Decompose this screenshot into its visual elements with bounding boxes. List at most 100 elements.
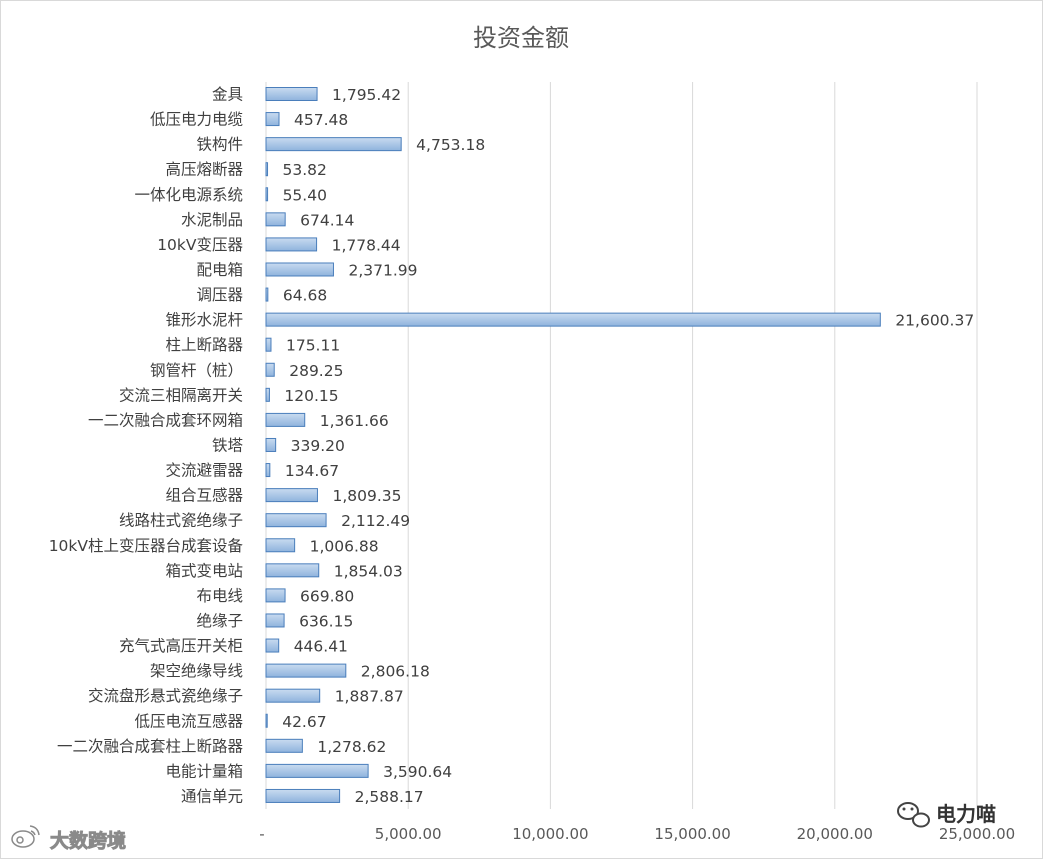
bar <box>265 112 280 127</box>
bar <box>265 588 286 603</box>
data-label: 446.41 <box>294 638 348 656</box>
bar <box>265 463 271 478</box>
data-label: 4,753.18 <box>416 136 485 154</box>
bar <box>265 337 272 352</box>
data-label: 1,006.88 <box>310 537 379 555</box>
category-label: 铁塔 <box>212 436 244 454</box>
bar <box>265 488 318 503</box>
data-label: 636.15 <box>299 612 353 630</box>
category-label: 交流避雷器 <box>165 462 243 480</box>
x-axis-ticks: - 5,000.00 10,000.00 15,000.00 20,000.00 25,0… <box>259 825 1015 843</box>
data-label: 120.15 <box>284 387 338 405</box>
bar <box>265 362 275 377</box>
bar <box>265 688 321 703</box>
data-label: 457.48 <box>294 111 348 129</box>
category-label: 10kV柱上变压器台成套设备 <box>49 537 244 555</box>
weibo-watermark: 大数跨境 <box>11 825 126 852</box>
bar <box>265 412 306 427</box>
category-label: 铁构件 <box>196 136 243 154</box>
data-labels: 1,795.42 457.48 4,753.18 53.82 55.40 674.14 1,… <box>282 86 974 806</box>
category-label: 一体化电源系统 <box>134 186 243 204</box>
data-label: 339.20 <box>291 437 345 455</box>
bar <box>265 387 270 402</box>
weibo-icon <box>11 825 40 848</box>
bar <box>265 763 369 778</box>
bar <box>265 212 286 227</box>
bar <box>265 513 327 528</box>
bar <box>265 613 285 628</box>
category-label: 绝缘子 <box>196 612 243 630</box>
category-label: 一二次融合成套环网箱 <box>88 411 243 429</box>
bar <box>265 312 881 327</box>
category-label: 箱式变电站 <box>165 562 243 580</box>
bars <box>265 87 881 803</box>
category-label: 架空绝缘导线 <box>150 662 243 680</box>
bar <box>265 638 280 653</box>
bar <box>265 788 341 803</box>
category-label: 电能计量箱 <box>165 762 243 780</box>
watermark-right-text: 电力喵 <box>936 802 996 826</box>
category-label: 交流三相隔离开关 <box>119 386 243 404</box>
data-label: 674.14 <box>300 211 354 229</box>
data-label: 2,371.99 <box>348 261 417 279</box>
category-label: 交流盘形悬式瓷绝缘子 <box>88 686 243 705</box>
bar <box>265 237 318 252</box>
x-tick-label: 10,000.00 <box>512 825 588 843</box>
category-label: 钢管杆（桩） <box>150 361 243 379</box>
data-label: 1,278.62 <box>317 738 386 756</box>
x-tick-label: 20,000.00 <box>797 825 873 843</box>
category-label: 配电箱 <box>196 261 243 279</box>
category-label: 布电线 <box>196 587 243 605</box>
data-label: 55.40 <box>283 186 327 204</box>
gridlines <box>265 82 978 809</box>
data-label: 2,588.17 <box>355 788 424 806</box>
x-tick-label: - <box>259 825 264 843</box>
data-label: 1,795.42 <box>332 86 401 104</box>
bar <box>265 87 318 101</box>
bar <box>265 437 277 452</box>
bar <box>265 538 296 553</box>
data-label: 53.82 <box>283 161 327 179</box>
category-label: 一二次融合成套柱上断路器 <box>57 737 244 755</box>
data-label: 134.67 <box>285 462 339 480</box>
data-label: 1,809.35 <box>332 487 401 505</box>
category-label: 水泥制品 <box>181 211 243 229</box>
watermark-left-text: 大数跨境 <box>50 829 126 852</box>
data-label: 64.68 <box>283 287 327 305</box>
category-label: 线路柱式瓷绝缘子 <box>119 512 243 530</box>
data-label: 1,887.87 <box>335 688 404 706</box>
data-label: 1,361.66 <box>320 412 389 430</box>
data-label: 21,600.37 <box>895 312 974 330</box>
category-label: 高压熔断器 <box>165 161 243 179</box>
data-label: 2,112.49 <box>341 512 410 530</box>
category-label: 低压电力电缆 <box>150 111 243 129</box>
bar <box>265 287 269 302</box>
data-label: 1,854.03 <box>334 562 403 580</box>
category-label: 低压电流互感器 <box>134 712 243 730</box>
category-label: 锥形水泥杆 <box>165 311 243 329</box>
x-tick-label: 5,000.00 <box>375 825 442 843</box>
data-label: 1,778.44 <box>332 236 401 254</box>
wechat-watermark: 电力喵 <box>897 802 996 828</box>
bar <box>265 663 347 678</box>
category-label: 组合互感器 <box>165 487 243 505</box>
category-label: 调压器 <box>196 286 243 304</box>
data-label: 669.80 <box>300 587 354 605</box>
category-label: 金具 <box>212 86 243 104</box>
bar <box>265 162 269 177</box>
bar <box>265 187 269 202</box>
bar <box>265 738 303 753</box>
category-label: 10kV变压器 <box>157 236 243 254</box>
x-tick-label: 25,000.00 <box>939 825 1015 843</box>
data-label: 289.25 <box>289 362 343 380</box>
chart-title: 投资金额 <box>473 24 569 52</box>
data-label: 3,590.64 <box>383 763 452 781</box>
category-label: 柱上断路器 <box>165 336 243 354</box>
category-label: 通信单元 <box>181 787 243 805</box>
data-label: 42.67 <box>282 713 326 731</box>
data-label: 2,806.18 <box>361 663 430 681</box>
bar <box>265 262 334 277</box>
bar <box>265 563 320 578</box>
